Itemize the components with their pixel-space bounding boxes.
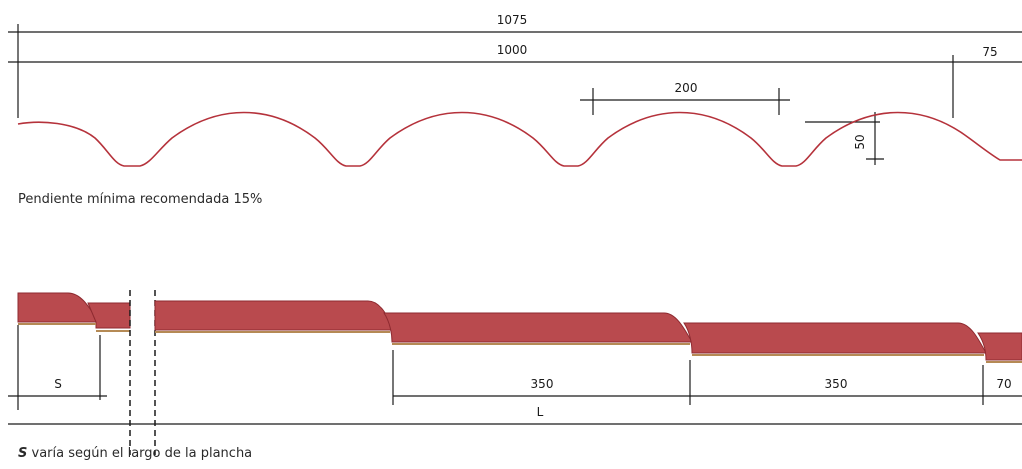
dim-s-label: S	[54, 377, 62, 391]
dim-height-label: 50	[853, 134, 867, 149]
bottom-caption-rest: varía según el largo de la plancha	[27, 446, 253, 461]
corrugated-profile	[17, 111, 1022, 167]
sheet-segment-5	[977, 332, 1022, 361]
dim-length-label: L	[537, 405, 544, 419]
dim-overlap-label: 75	[982, 45, 997, 59]
dim-step-1-label: 350	[531, 377, 554, 391]
top-dimensions: 1075 1000 75 200 50	[8, 13, 1022, 165]
bottom-caption-strong: S	[18, 446, 28, 461]
dim-end-label: 70	[996, 377, 1011, 391]
sheet-segment-1	[17, 292, 97, 323]
dim-step-2-label: 350	[825, 377, 848, 391]
sheet-segment-1b	[87, 302, 131, 329]
sheet-segment-2	[154, 300, 395, 331]
sheet-segment-4	[683, 322, 987, 354]
bottom-caption: S varía según el largo de la plancha	[18, 446, 252, 461]
dim-total-label: 1075	[497, 13, 528, 27]
dim-pitch-label: 200	[675, 81, 698, 95]
sheet-segment-3	[383, 312, 693, 343]
bottom-dimensions: S 350 350 70 L	[8, 325, 1022, 425]
top-caption: Pendiente mínima recomendada 15%	[18, 192, 263, 207]
dim-width-label: 1000	[497, 43, 528, 57]
side-profile	[17, 290, 1022, 455]
